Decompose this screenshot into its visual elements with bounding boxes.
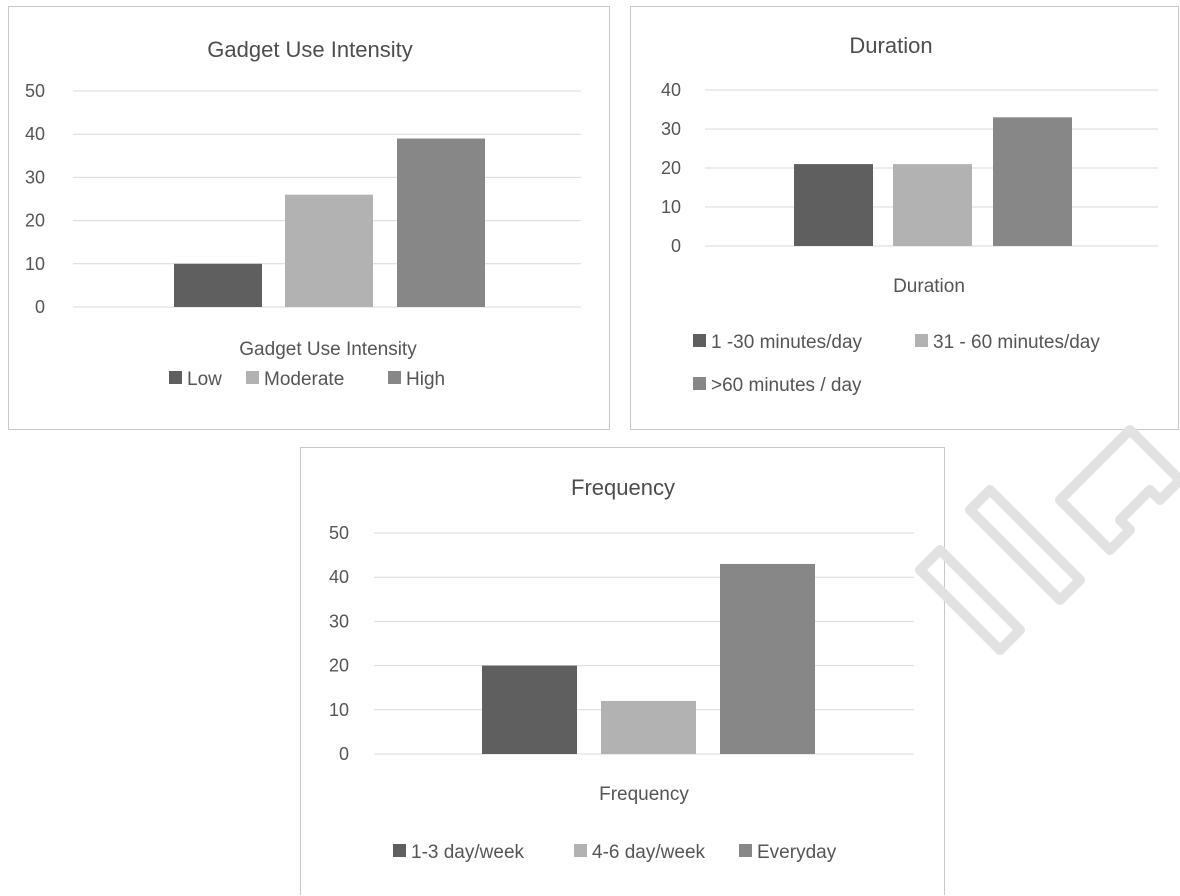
chart-frequency: Frequency 0 10 20 30 40 50 Frequency 1-3 day/… — [300, 447, 945, 895]
chart-title: Gadget Use Intensity — [207, 37, 412, 62]
bar-low — [174, 263, 262, 307]
bar-everyday — [720, 563, 815, 754]
y-tick-label-30: 30 — [329, 611, 349, 631]
bar-1-3-day-week — [482, 665, 577, 754]
bar-31-60-minutes-day — [893, 164, 972, 246]
chart-title: Frequency — [571, 475, 675, 500]
legend-label: High — [406, 369, 445, 390]
legend-swatch — [388, 371, 401, 384]
y-tick-label-10: 10 — [329, 700, 349, 720]
legend-swatch — [693, 377, 706, 390]
legend: 1-3 day/week 4-6 day/week Everyday — [393, 842, 837, 863]
bar-high — [397, 138, 485, 307]
y-tick-label-20: 20 — [329, 656, 349, 676]
bar-moderate — [285, 194, 373, 307]
legend-swatch — [915, 334, 928, 347]
y-tick-label-0: 0 — [339, 744, 349, 764]
legend-swatch — [169, 371, 182, 384]
y-tick-label-30: 30 — [661, 119, 681, 139]
legend-label: Moderate — [264, 369, 344, 390]
legend: Low Moderate High — [169, 369, 445, 390]
legend-label: 31 - 60 minutes/day — [933, 332, 1100, 353]
y-tick-label-50: 50 — [329, 523, 349, 543]
x-axis-label: Gadget Use Intensity — [239, 339, 417, 360]
y-tick-label-20: 20 — [25, 211, 45, 231]
legend-swatch — [246, 371, 259, 384]
legend-swatch — [574, 844, 587, 857]
y-tick-label-40: 40 — [329, 567, 349, 587]
chart-duration: Duration 0 10 20 30 40 Duration 1 -30 minute… — [630, 6, 1179, 430]
legend-label: 4-6 day/week — [592, 842, 706, 863]
legend-swatch — [393, 844, 406, 857]
bars — [174, 138, 485, 307]
legend: 1 -30 minutes/day 31 - 60 minutes/day >60 … — [693, 332, 1100, 396]
legend-label: 1-3 day/week — [411, 842, 525, 863]
y-tick-label-10: 10 — [25, 254, 45, 274]
y-tick-label-30: 30 — [25, 167, 45, 187]
y-tick-labels: 0 10 20 30 40 — [661, 80, 681, 256]
x-axis-label: Frequency — [599, 784, 689, 805]
legend-label: 1 -30 minutes/day — [711, 332, 863, 353]
chart-svg: Duration 0 10 20 30 40 Duration 1 -30 minute… — [661, 33, 1158, 396]
bar-1-30-minutes-day — [794, 164, 873, 246]
y-tick-label-0: 0 — [35, 297, 45, 317]
legend-swatch — [739, 844, 752, 857]
legend-label: Low — [187, 369, 222, 390]
bars — [794, 117, 1072, 246]
y-tick-labels: 0 10 20 30 40 50 — [25, 81, 45, 317]
legend-swatch — [693, 334, 706, 347]
chart-svg: Gadget Use Intensity 0 10 20 30 40 50 Gadget … — [25, 37, 581, 390]
y-tick-label-40: 40 — [661, 80, 681, 100]
y-tick-label-50: 50 — [25, 81, 45, 101]
chart-gadget-use-intensity: Gadget Use Intensity 0 10 20 30 40 50 Gadget … — [8, 6, 610, 430]
y-tick-label-0: 0 — [671, 236, 681, 256]
legend-label: Everyday — [757, 842, 837, 863]
x-axis-label: Duration — [893, 276, 965, 297]
legend-label: >60 minutes / day — [711, 375, 862, 396]
y-tick-labels: 0 10 20 30 40 50 — [329, 523, 349, 764]
bar-60-minutes-day — [993, 117, 1072, 246]
bar-4-6-day-week — [601, 700, 696, 754]
bars — [482, 563, 815, 754]
y-tick-label-40: 40 — [25, 124, 45, 144]
chart-title: Duration — [849, 33, 932, 58]
chart-svg: Frequency 0 10 20 30 40 50 Frequency 1-3 day/… — [329, 475, 914, 863]
y-tick-label-20: 20 — [661, 158, 681, 178]
y-tick-label-10: 10 — [661, 197, 681, 217]
